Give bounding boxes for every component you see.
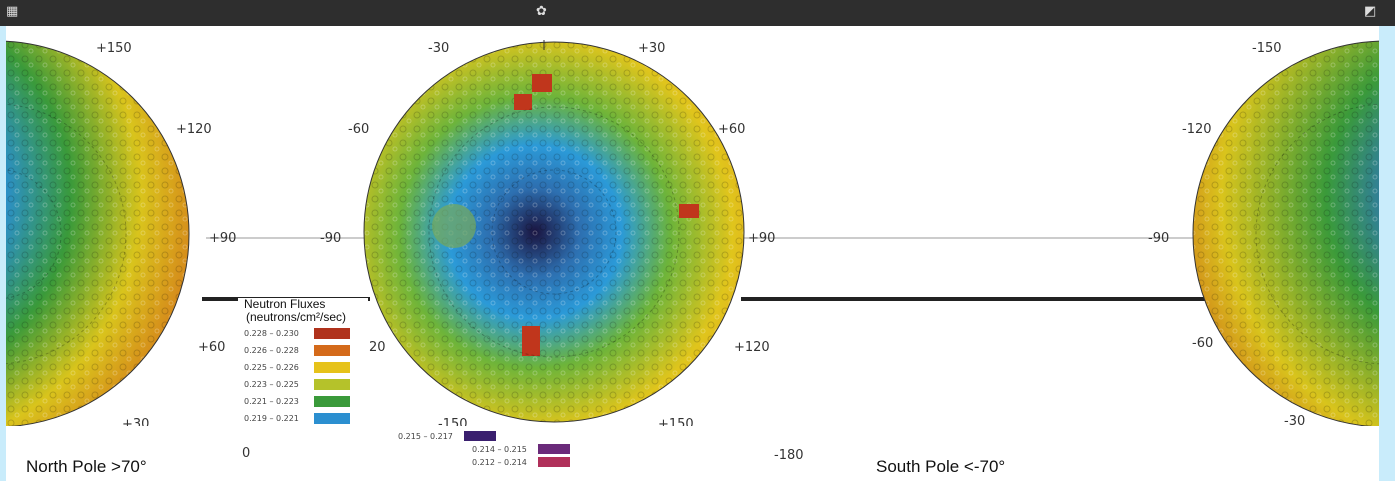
north-lon-right: +90: [209, 231, 237, 246]
legend-swatch: [314, 362, 350, 373]
north-lon-top: +150: [96, 41, 132, 56]
south-lon-bottom: -30: [1284, 414, 1306, 426]
legend-range-label: 0.223 – 0.225: [244, 380, 299, 389]
north-lon-upper-right: +120: [176, 122, 212, 137]
legend-range-label: 0.225 – 0.226: [244, 363, 299, 372]
legend-entry: 0.225 – 0.226: [244, 362, 354, 374]
legend-range-label: 0.219 – 0.221: [244, 414, 299, 423]
legend-range-label: 0.215 – 0.217: [398, 432, 453, 441]
grid-icon[interactable]: ▦: [6, 4, 19, 19]
center-lon-upper-left: -30: [428, 41, 450, 56]
legend-entry: 0.228 – 0.230: [244, 328, 354, 340]
legend-swatch: [538, 444, 570, 454]
legend-entry: 0.214 – 0.215: [472, 444, 592, 456]
corner-icon[interactable]: ◩: [1364, 4, 1377, 19]
legend-title: Neutron Fluxes: [244, 297, 326, 311]
south-lon-top: -150: [1252, 41, 1282, 56]
center-lon-upper-right: +30: [638, 41, 666, 56]
legend-swatch: [314, 396, 350, 407]
polar-maps-svg: [6, 40, 1379, 426]
center-lon-bottom-right: +150: [658, 417, 694, 426]
north-lon-bottom: +30: [122, 417, 150, 426]
legend-range-label: 0.228 – 0.230: [244, 329, 299, 338]
legend-entry: 0.215 – 0.217: [398, 431, 518, 443]
legend-entry: 0.221 – 0.223: [244, 396, 354, 408]
center-lon-bottom-left: -150: [438, 417, 468, 426]
south-pole-map: [1193, 41, 1379, 426]
north-pole-map: [6, 41, 189, 426]
south-lon-upper-left: -120: [1182, 122, 1212, 137]
north-lon-lower-right: +60: [198, 340, 226, 355]
legend-units: (neutrons/cm²/sec): [246, 310, 347, 324]
south-pole-caption: South Pole <-70°: [876, 457, 1006, 476]
legend-swatch: [538, 457, 570, 467]
north-pole-caption: North Pole >70°: [26, 457, 147, 476]
legend-entry: 0.219 – 0.221: [244, 413, 354, 425]
legend-entry: 0.223 – 0.225: [244, 379, 354, 391]
left-frame: [0, 26, 6, 481]
legend-entry: 0.226 – 0.228: [244, 345, 354, 357]
legend-lower-block: 0.215 – 0.217 0.214 – 0.215 0.212 – 0.214: [398, 431, 578, 479]
legend-range-label: 0.221 – 0.223: [244, 397, 299, 406]
north-lon-zero: 0: [242, 446, 251, 461]
legend-swatch: [314, 379, 350, 390]
legend-swatch: [464, 431, 496, 441]
center-lon-right: +90: [748, 231, 776, 246]
legend-swatch: [314, 345, 350, 356]
right-frame: [1379, 26, 1395, 481]
center-lon-right-upper: +60: [718, 122, 746, 137]
map-canvas: +150 +120 +90 +60 +30 -30 +30 -60 +60 -9…: [6, 26, 1379, 426]
caption-bar: 0 -180 North Pole >70° South Pole <-70° …: [6, 426, 1379, 481]
top-bar: ▦ ✿ ◩: [0, 0, 1395, 26]
legend-entry: 0.212 – 0.214: [472, 457, 592, 469]
legend-range-label: 0.226 – 0.228: [244, 346, 299, 355]
south-lon-lower-left: -60: [1192, 336, 1214, 351]
center-lon-left-upper: -60: [348, 122, 370, 137]
center-icon[interactable]: ✿: [536, 4, 547, 19]
south-lon-left: -90: [1148, 231, 1170, 246]
flux-legend: Neutron Fluxes (neutrons/cm²/sec) 0.228 …: [238, 298, 368, 426]
center-lon-180: -180: [774, 448, 804, 463]
legend-swatch: [314, 328, 350, 339]
center-pole-map: [364, 42, 744, 422]
legend-range-label: 0.214 – 0.215: [472, 445, 527, 454]
legend-swatch: [314, 413, 350, 424]
center-lon-right-lower: +120: [734, 340, 770, 355]
legend-range-label: 0.212 – 0.214: [472, 458, 527, 467]
center-lon-left: -90: [320, 231, 342, 246]
